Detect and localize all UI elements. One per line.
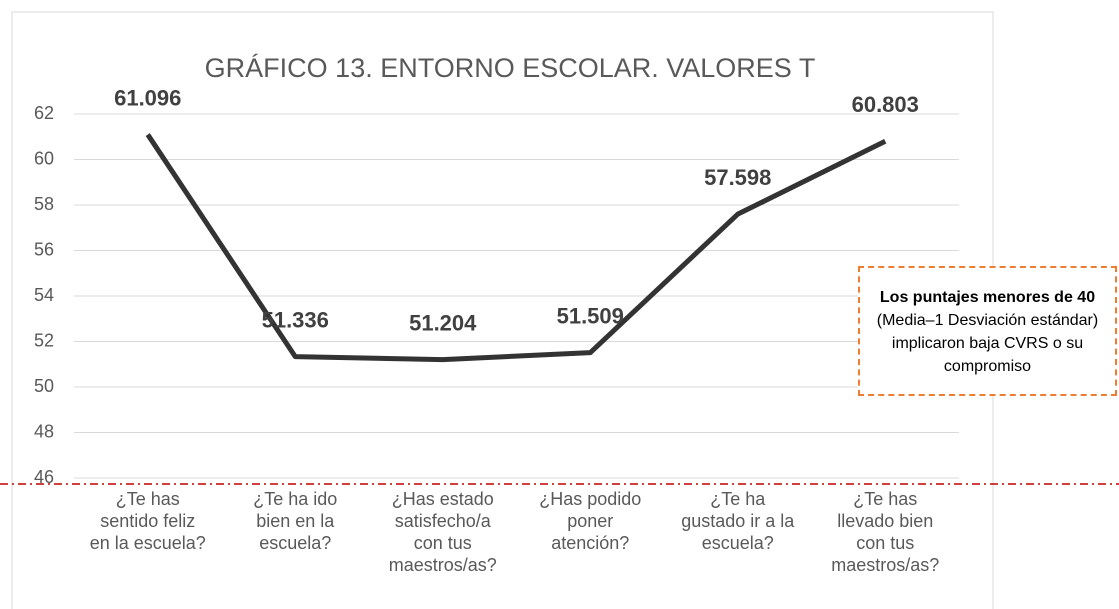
annotation-box: Los puntajes menores de 40 (Media–1 Desv… [858,266,1117,396]
x-tick-label: ¿Has estado satisfecho/a con tus maestro… [388,489,497,575]
annotation-bold: Los puntajes menores de 40 [879,289,1096,306]
data-label: 51.509 [557,303,624,328]
x-tick-label: ¿Te ha ido bien en la escuela? [253,489,338,553]
y-tick-label: 48 [34,421,54,441]
y-tick-label: 60 [34,148,54,168]
line [145,133,887,363]
x-tick-label: ¿Te has sentido feliz en la escuela? [89,489,206,553]
y-tick-label: 52 [34,330,54,350]
x-tick-label: ¿Te ha gustado ir a la escuela? [681,489,795,553]
x-tick-label: ¿Te has llevado bien con tus maestros/as… [831,489,940,575]
y-tick-label: 62 [34,103,54,123]
data-label: 60.803 [852,92,919,117]
data-label: 51.204 [409,310,477,335]
x-tick-label: ¿Has podido poner atención? [539,489,642,553]
chart-frame [11,11,994,609]
y-tick-label: 58 [34,194,54,214]
data-label: 61.096 [114,85,181,110]
y-tick-label: 56 [34,239,54,259]
data-label: 51.336 [262,307,329,332]
data-label: 57.598 [704,165,771,190]
chart-title: GRÁFICO 13. ENTORNO ESCOLAR. VALORES T [205,53,816,83]
annotation-text: (Media–1 Desviación estándar) implicaron… [876,312,1099,375]
y-tick-label: 50 [34,376,54,396]
y-tick-label: 46 [34,467,54,487]
y-tick-label: 54 [34,285,54,305]
